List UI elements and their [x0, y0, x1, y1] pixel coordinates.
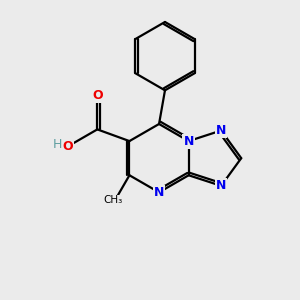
- Text: N: N: [184, 135, 194, 148]
- Text: CH₃: CH₃: [104, 195, 123, 206]
- Text: O: O: [62, 140, 73, 153]
- Text: H: H: [52, 139, 62, 152]
- Text: N: N: [216, 124, 226, 137]
- Text: O: O: [92, 89, 103, 102]
- Text: N: N: [216, 179, 226, 192]
- Text: N: N: [154, 186, 164, 199]
